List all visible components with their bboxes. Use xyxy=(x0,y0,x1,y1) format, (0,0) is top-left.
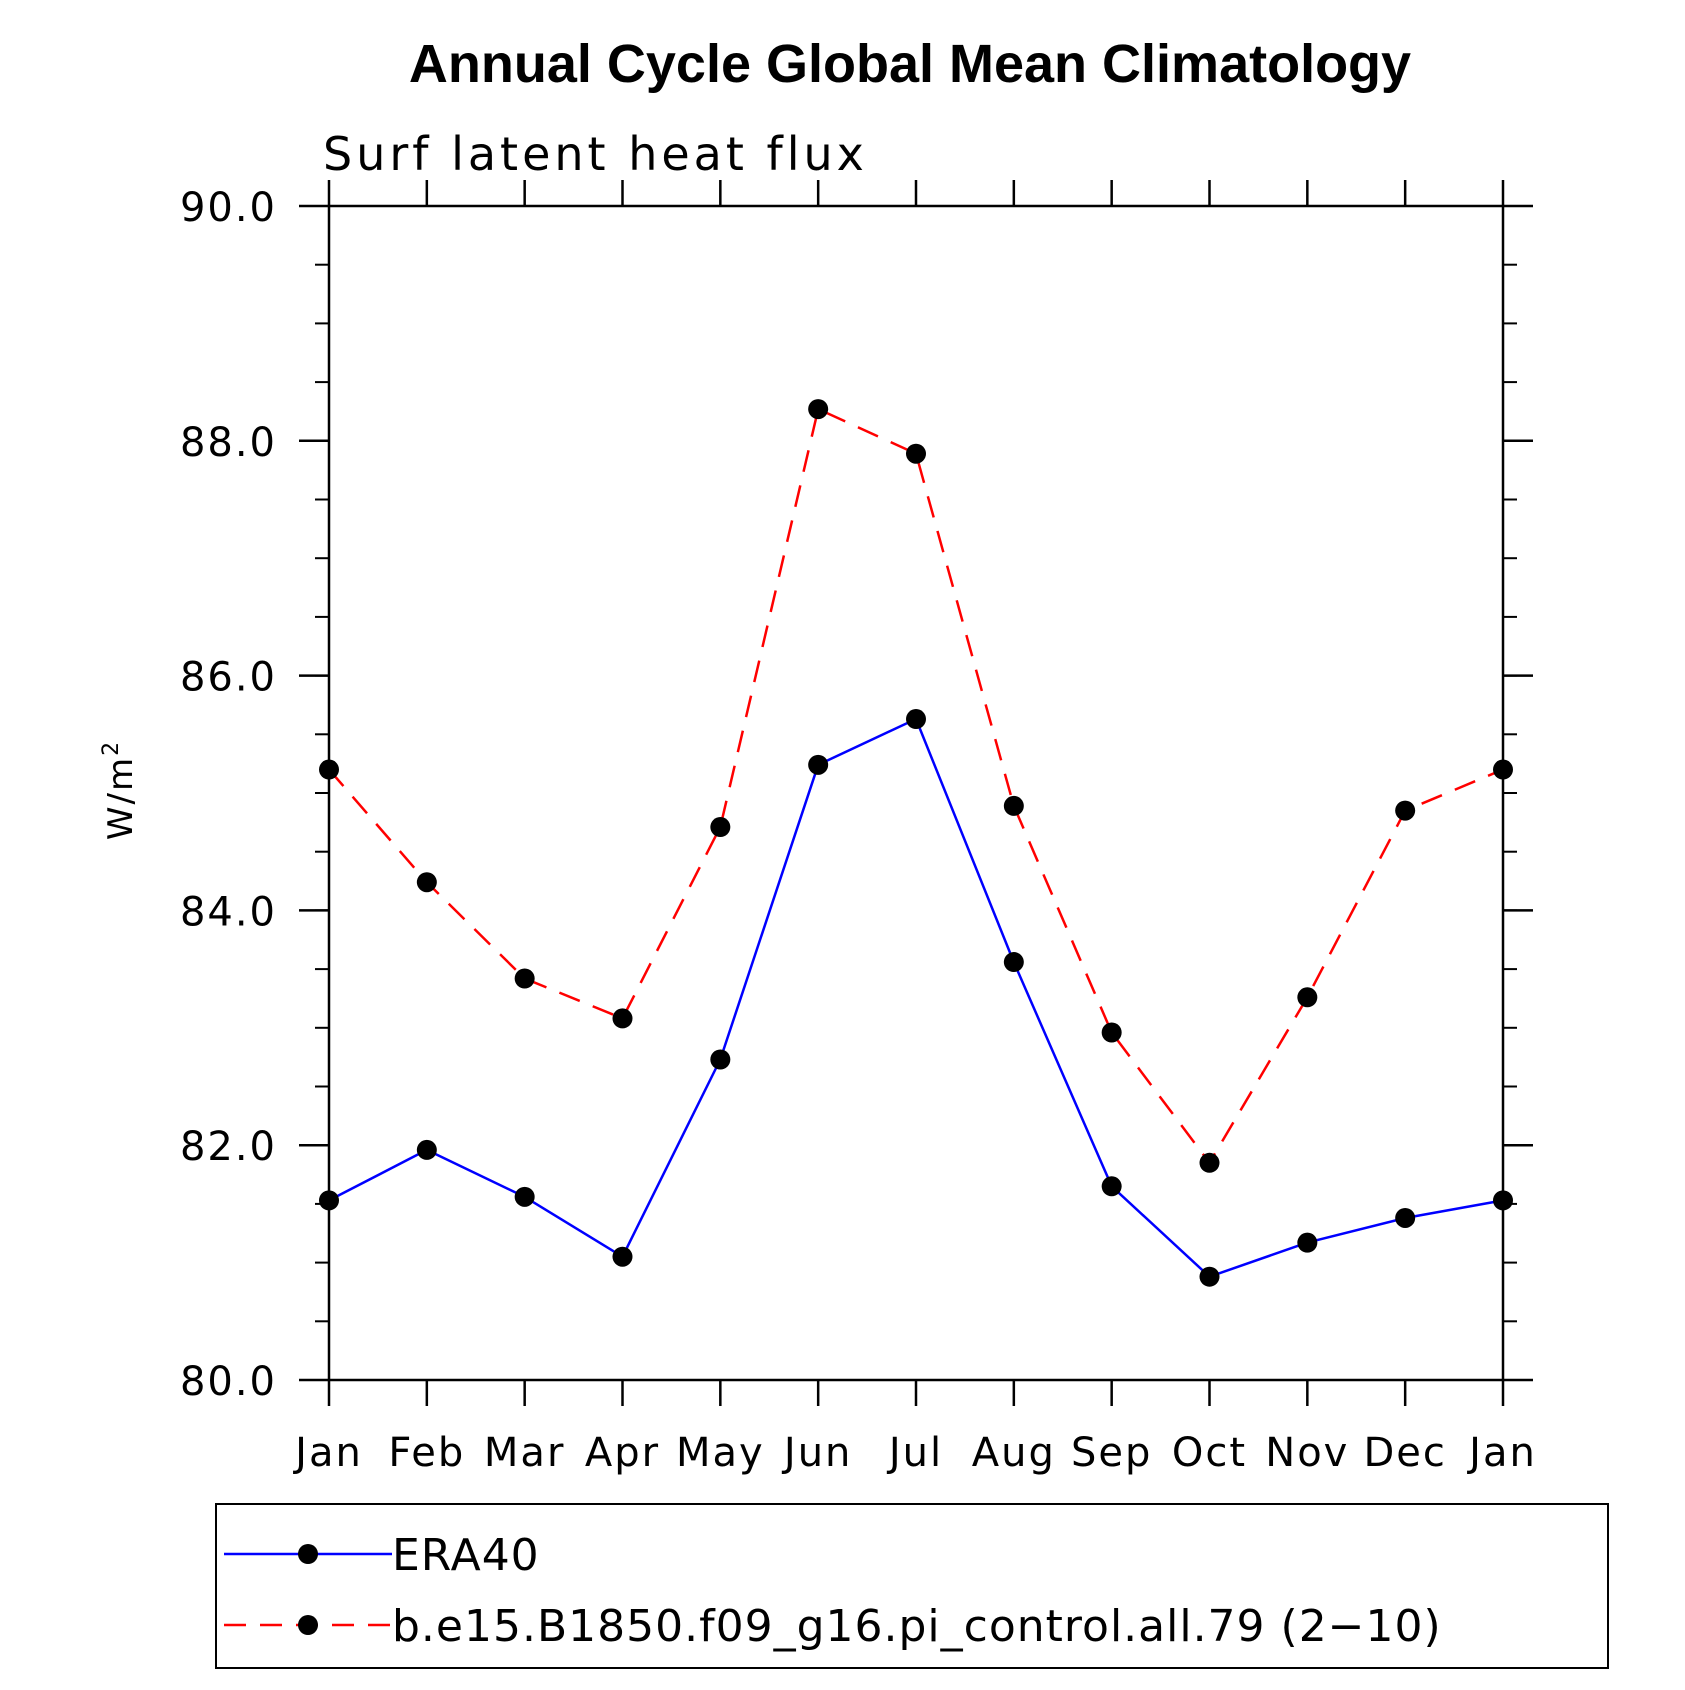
data-point-series-0 xyxy=(1101,1176,1122,1197)
data-point-series-0 xyxy=(1297,1232,1318,1253)
y-tick-label: 80.0 xyxy=(180,1359,277,1405)
chart-title: Annual Cycle Global Mean Climatology xyxy=(409,34,1411,94)
data-point-series-1 xyxy=(710,817,731,838)
y-tick-label: 86.0 xyxy=(180,655,277,701)
y-tick-label: 88.0 xyxy=(180,420,277,466)
data-point-series-1 xyxy=(1101,1022,1122,1043)
data-point-series-1 xyxy=(1003,795,1024,816)
data-point-series-0 xyxy=(710,1049,731,1070)
x-tick-label: Mar xyxy=(484,1430,565,1476)
y-tick-label: 90.0 xyxy=(180,185,277,231)
data-point-series-1 xyxy=(1395,800,1416,821)
legend: ERA40 b.e15.B1850.f09_g16.pi_control.all… xyxy=(215,1503,1609,1669)
x-tick-label: Oct xyxy=(1172,1430,1247,1476)
data-point-series-1 xyxy=(612,1008,633,1029)
series-layer xyxy=(319,399,1513,1287)
chart-subtitle: Surf latent heat flux xyxy=(323,127,868,181)
y-tick-label: 82.0 xyxy=(180,1124,277,1170)
data-point-series-0 xyxy=(1493,1190,1513,1211)
data-point-series-0 xyxy=(416,1139,437,1160)
legend-marker-era40 xyxy=(298,1544,318,1564)
x-tick-label: Sep xyxy=(1071,1430,1152,1476)
data-point-series-1 xyxy=(808,399,829,420)
data-point-series-1 xyxy=(1493,759,1513,780)
x-tick-label: Nov xyxy=(1265,1430,1349,1476)
x-tick-label: Jan xyxy=(1466,1430,1537,1476)
x-tick-label: Apr xyxy=(585,1430,660,1476)
data-point-series-0 xyxy=(906,709,926,730)
y-axis-label-superscript: 2 xyxy=(99,740,124,756)
data-point-series-0 xyxy=(808,754,829,775)
data-point-series-1 xyxy=(906,443,926,464)
x-tick-label: Jun xyxy=(781,1430,853,1476)
data-point-series-1 xyxy=(514,968,535,989)
legend-marker-model xyxy=(298,1615,318,1635)
data-point-series-0 xyxy=(514,1186,535,1207)
legend-label-era40: ERA40 xyxy=(392,1530,540,1581)
x-tick-label: Feb xyxy=(388,1430,465,1476)
x-tick-label: Jan xyxy=(292,1430,363,1476)
data-point-series-1 xyxy=(1297,987,1318,1008)
data-point-series-0 xyxy=(1003,952,1024,973)
data-point-series-0 xyxy=(1395,1207,1416,1228)
axes: Jan Feb Mar Apr May Jun Jul Aug Sep Oct Nov Dec Jan 8… xyxy=(180,180,1537,1476)
x-tick-label: Dec xyxy=(1363,1430,1446,1476)
x-tick-label: Aug xyxy=(972,1430,1056,1476)
x-tick-label: May xyxy=(676,1430,765,1476)
data-point-series-0 xyxy=(319,1190,339,1211)
y-axis-label-text: W/m xyxy=(101,756,141,840)
y-tick-label: 84.0 xyxy=(180,889,277,935)
data-point-series-0 xyxy=(1199,1266,1220,1287)
legend-box xyxy=(215,1503,1609,1669)
data-point-series-1 xyxy=(416,872,437,893)
y-axis-label: W/m2 xyxy=(99,740,141,840)
legend-label-model: b.e15.B1850.f09_g16.pi_control.all.79 (2… xyxy=(392,1601,1442,1652)
data-point-series-1 xyxy=(319,759,339,780)
data-point-series-1 xyxy=(1199,1152,1220,1173)
data-point-series-0 xyxy=(612,1246,633,1267)
x-tick-label: Jul xyxy=(886,1430,943,1476)
